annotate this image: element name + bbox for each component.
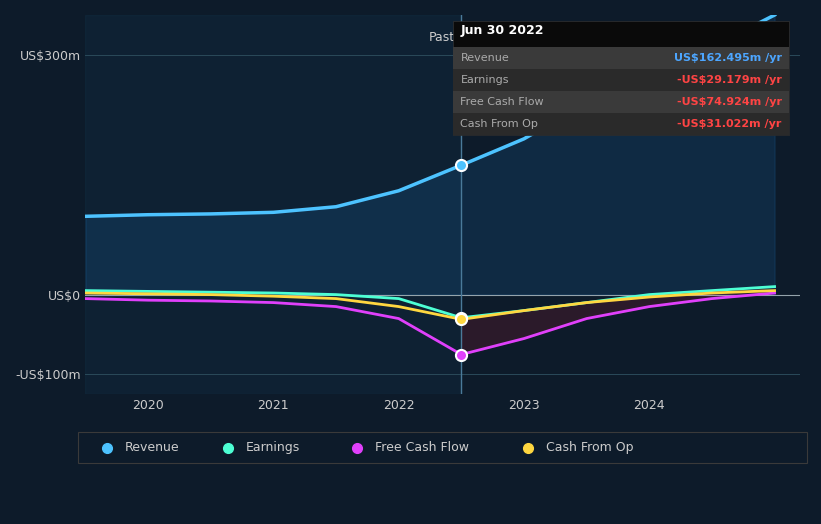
FancyBboxPatch shape [453, 47, 789, 69]
Text: Analysts Forecasts: Analysts Forecasts [468, 31, 584, 44]
Text: -US$74.924m /yr: -US$74.924m /yr [677, 97, 782, 107]
Text: Cash From Op: Cash From Op [546, 441, 634, 454]
Text: -US$31.022m /yr: -US$31.022m /yr [677, 118, 782, 128]
FancyBboxPatch shape [453, 69, 789, 91]
Text: Revenue: Revenue [125, 441, 180, 454]
FancyBboxPatch shape [453, 20, 789, 135]
Text: Earnings: Earnings [246, 441, 300, 454]
Text: US$162.495m /yr: US$162.495m /yr [674, 53, 782, 63]
Text: Revenue: Revenue [461, 53, 509, 63]
Text: Jun 30 2022: Jun 30 2022 [461, 25, 544, 38]
Text: Past: Past [429, 31, 455, 44]
Text: Cash From Op: Cash From Op [461, 118, 539, 128]
Text: Free Cash Flow: Free Cash Flow [374, 441, 469, 454]
Text: Earnings: Earnings [461, 75, 509, 85]
Bar [85, 15, 461, 395]
Text: Free Cash Flow: Free Cash Flow [461, 97, 544, 107]
FancyBboxPatch shape [453, 113, 789, 135]
Text: -US$29.179m /yr: -US$29.179m /yr [677, 75, 782, 85]
FancyBboxPatch shape [453, 91, 789, 113]
